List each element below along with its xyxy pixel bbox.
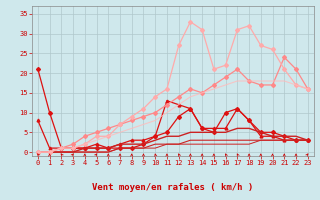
X-axis label: Vent moyen/en rafales ( km/h ): Vent moyen/en rafales ( km/h ) [92,183,253,192]
